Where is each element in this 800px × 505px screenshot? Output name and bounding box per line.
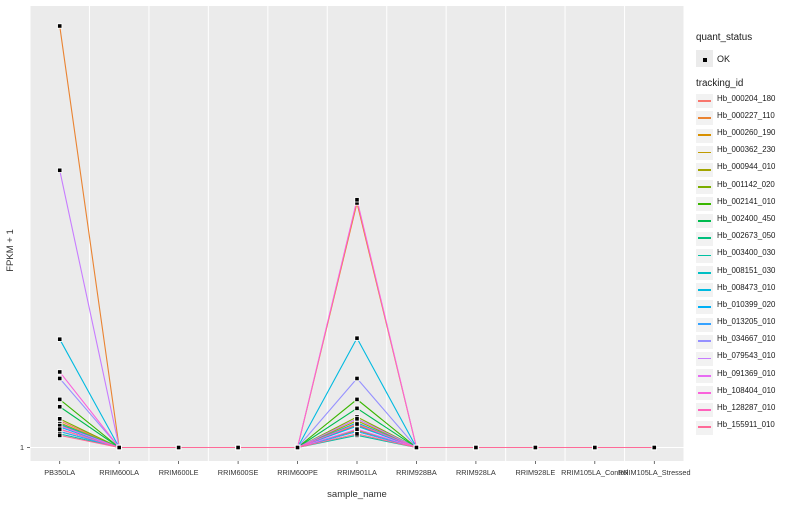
svg-text:RRIM901LA: RRIM901LA [337, 468, 377, 477]
svg-text:RRIM600SE: RRIM600SE [218, 468, 259, 477]
svg-text:RRIM600LA: RRIM600LA [99, 468, 139, 477]
svg-text:RRIM928BA: RRIM928BA [396, 468, 437, 477]
svg-text:PB350LA: PB350LA [44, 468, 75, 477]
svg-text:RRIM928LA: RRIM928LA [456, 468, 496, 477]
svg-text:RRIM928LE: RRIM928LE [515, 468, 555, 477]
svg-text:RRIM600LE: RRIM600LE [159, 468, 199, 477]
svg-text:1: 1 [20, 443, 24, 452]
svg-text:RRIM105LA_Stressed: RRIM105LA_Stressed [618, 468, 691, 477]
svg-text:RRIM600PE: RRIM600PE [277, 468, 318, 477]
